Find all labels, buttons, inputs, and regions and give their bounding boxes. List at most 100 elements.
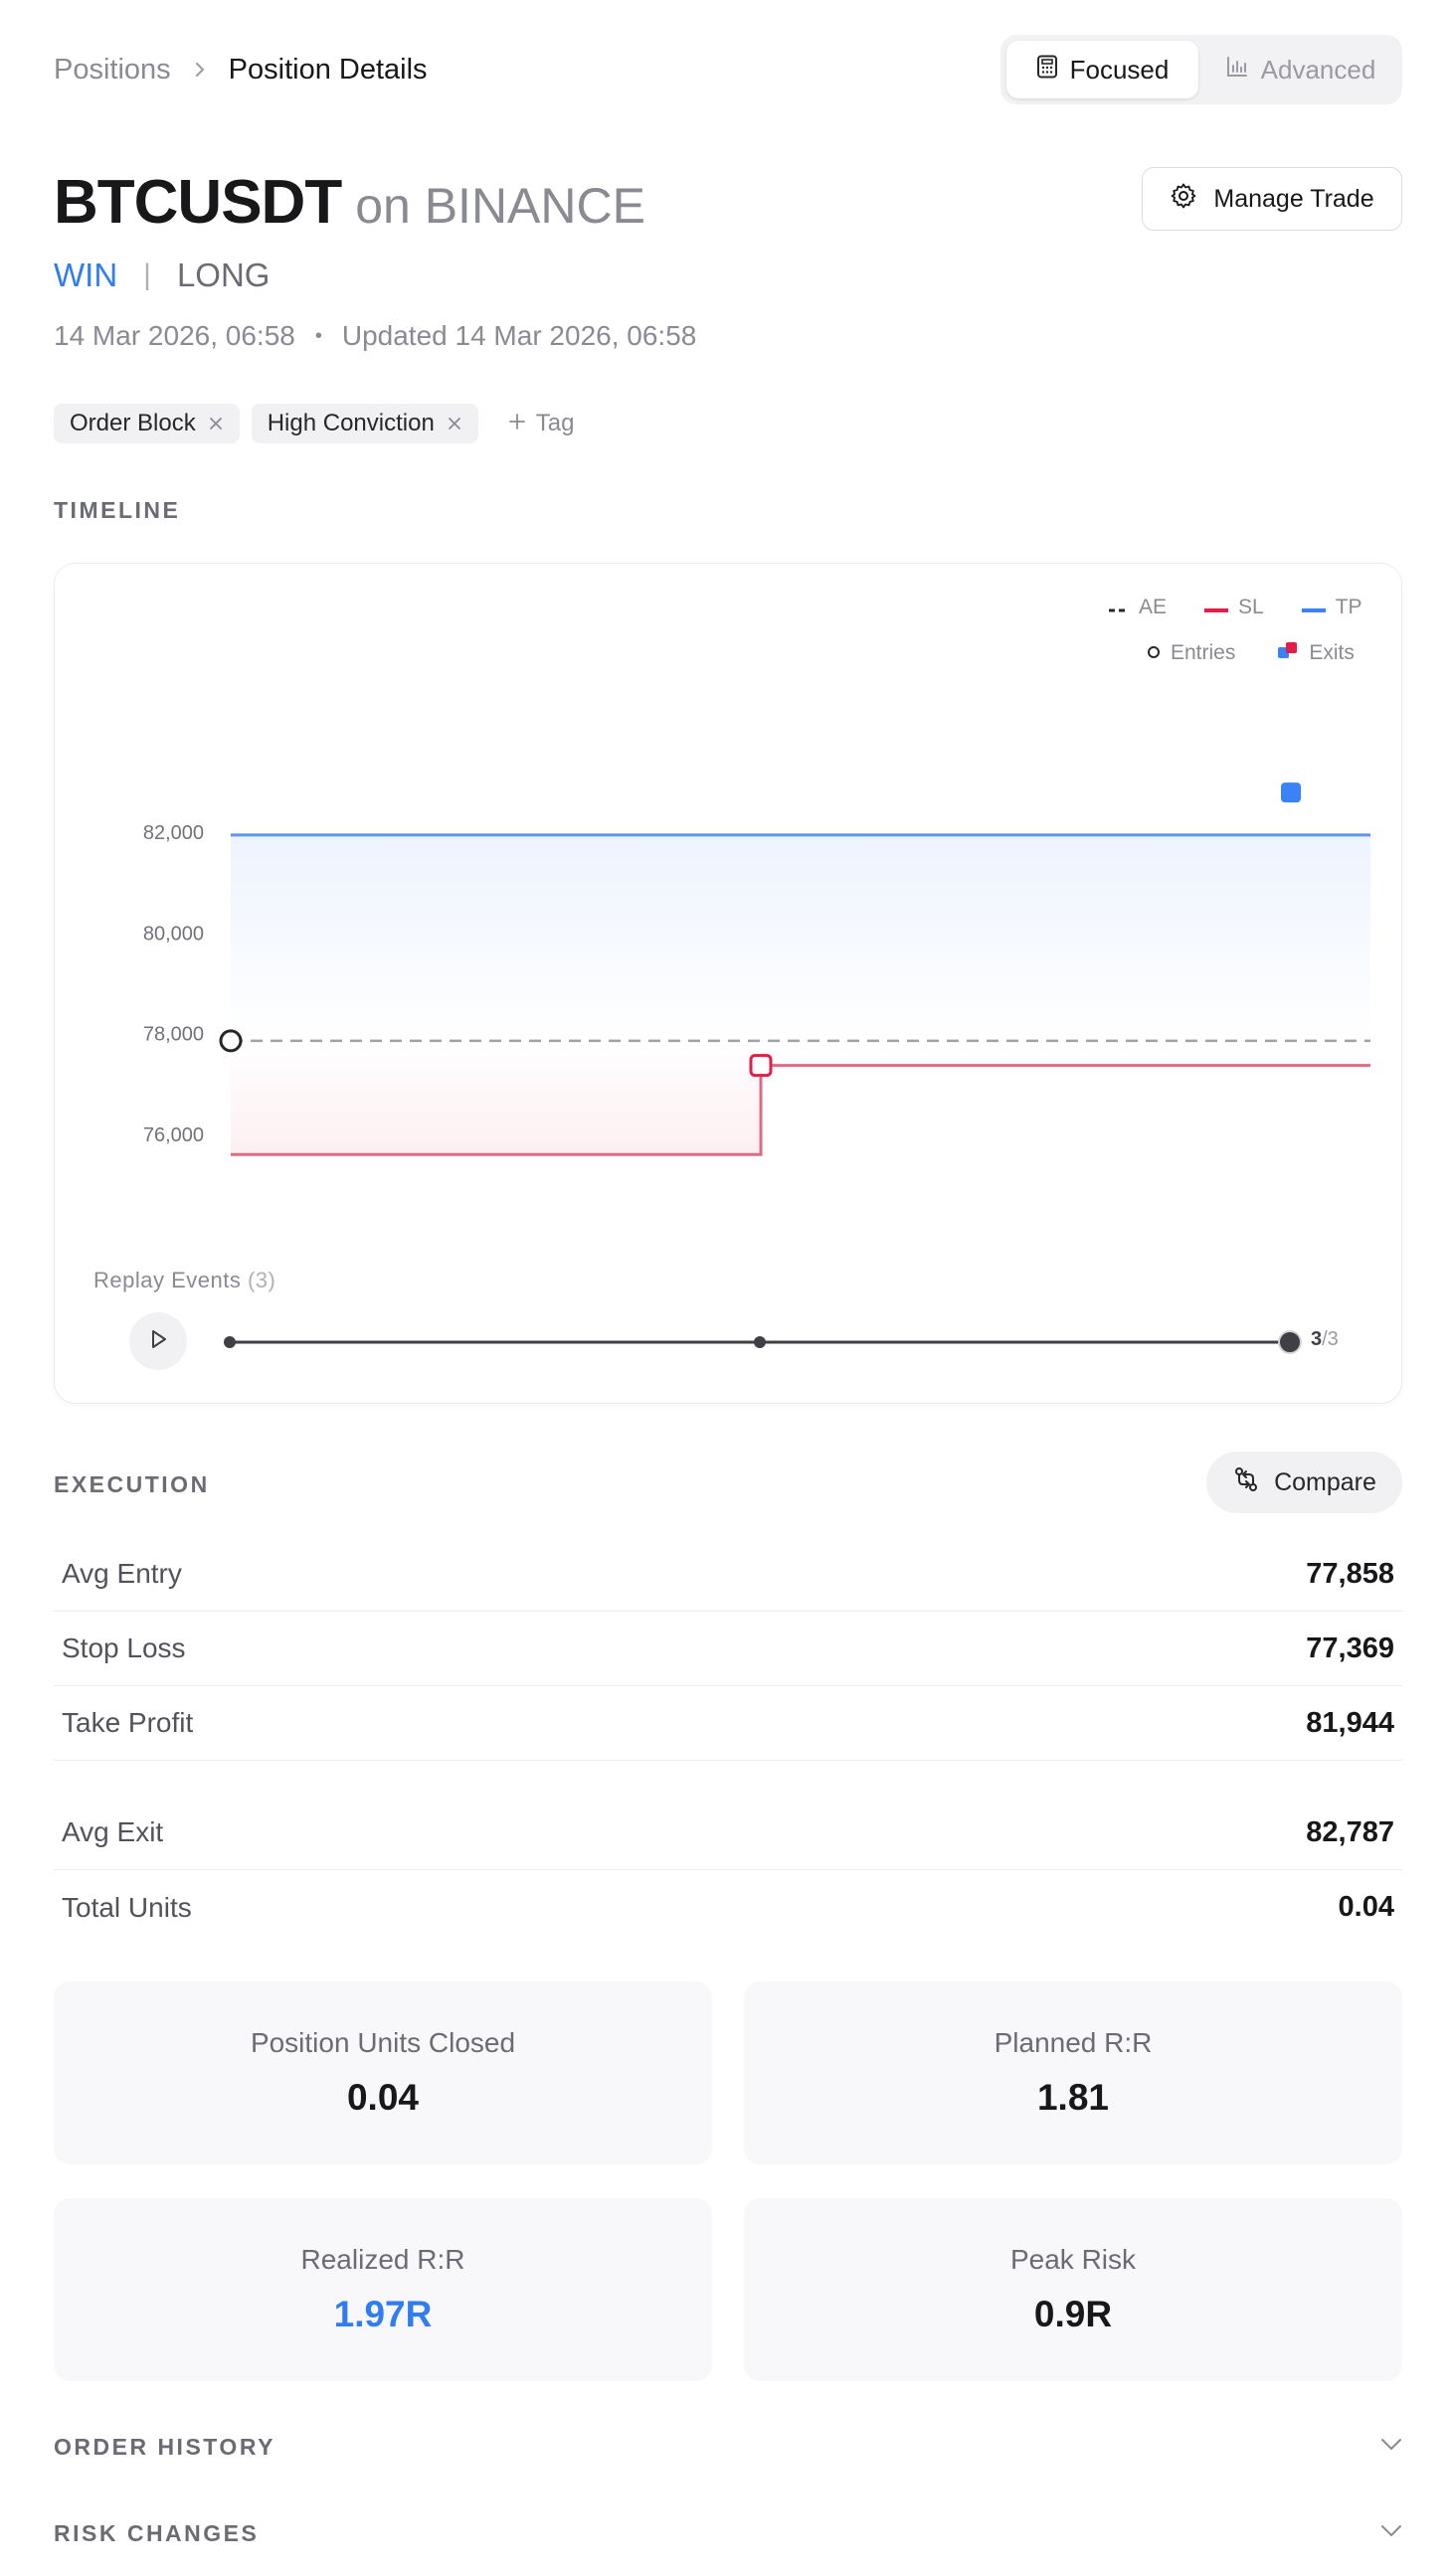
close-icon[interactable] [208, 416, 224, 431]
execution-heading: EXECUTION [54, 1471, 210, 1497]
replay-slider[interactable] [209, 1322, 1362, 1362]
row-label: Avg Entry [62, 1558, 182, 1589]
tag-label: High Conviction [267, 410, 435, 436]
close-icon[interactable] [447, 416, 462, 431]
replay-event-dot [754, 1336, 766, 1348]
replay-count: (3) [247, 1268, 276, 1292]
chart-icon [1225, 55, 1249, 86]
breadcrumb-positions-link[interactable]: Positions [54, 53, 171, 86]
row-value: 82,787 [1306, 1815, 1394, 1848]
tag-list: Order Block High Conviction Tag [54, 404, 575, 443]
legend-sl-label: SL [1238, 596, 1264, 618]
view-mode-toggle: Focused Advanced [1000, 35, 1402, 104]
y-tick-label: 80,000 [143, 923, 204, 945]
chevron-down-icon [1380, 2524, 1402, 2543]
sl-zone-fill [231, 1040, 1370, 1155]
replay-current: 3 [1311, 1328, 1323, 1350]
chevron-down-icon [1380, 2438, 1402, 2457]
stat-value: 0.04 [346, 2077, 419, 2118]
row-label: Take Profit [62, 1707, 194, 1738]
replay-thumb [1278, 1330, 1302, 1354]
play-button[interactable] [129, 1312, 187, 1370]
timeline-chart: 82,000 80,000 78,000 76,000 [143, 782, 1370, 1156]
stat-value: 0.9R [1033, 2294, 1113, 2334]
execution-row: Stop Loss 77,369 [54, 1612, 1402, 1686]
manage-trade-label: Manage Trade [1213, 184, 1374, 213]
risk-changes-heading: RISK CHANGES [54, 2520, 260, 2546]
exit-marker [1281, 782, 1301, 803]
stat-card-peak-risk: Peak Risk 0.9R [744, 2198, 1402, 2381]
row-label: Avg Exit [62, 1816, 164, 1847]
y-tick-label: 82,000 [143, 822, 204, 844]
focused-mode-label: Focused [1069, 54, 1170, 85]
legend-entries-swatch [1147, 641, 1161, 665]
breadcrumb: Positions Position Details [54, 50, 428, 89]
execution-row: Avg Exit 82,787 [54, 1796, 1402, 1870]
legend-tp-swatch [1301, 596, 1326, 619]
risk-changes-toggle[interactable]: RISK CHANGES [54, 2520, 1402, 2547]
entry-marker [219, 1029, 243, 1053]
dot-separator: • [314, 324, 322, 347]
replay-title: Replay Events [93, 1268, 242, 1292]
row-label: Stop Loss [62, 1632, 186, 1663]
y-tick-label: 78,000 [143, 1024, 204, 1046]
breadcrumb-current: Position Details [228, 53, 428, 86]
plus-icon [508, 410, 526, 437]
row-value: 81,944 [1306, 1706, 1394, 1739]
focused-mode-button[interactable]: Focused [1006, 41, 1198, 98]
add-tag-button[interactable]: Tag [508, 410, 575, 437]
row-label: Total Units [62, 1891, 192, 1923]
stat-value: 1.97R [333, 2294, 433, 2334]
trade-status: WIN | LONG [54, 257, 270, 294]
chart-legend: AE SL TP [1109, 596, 1362, 619]
trade-dates: 14 Mar 2026, 06:58 • Updated 14 Mar 2026… [54, 320, 696, 352]
y-tick-label: 76,000 [143, 1124, 204, 1146]
stat-card-planned-rr: Planned R:R 1.81 [744, 1981, 1402, 2164]
gear-icon [1170, 182, 1197, 217]
stat-label: Position Units Closed [250, 2027, 516, 2058]
position-title: BTCUSDT on BINANCE [54, 167, 645, 238]
row-value: 77,369 [1306, 1631, 1394, 1664]
chart-legend-markers: Entries Exits [1147, 641, 1355, 665]
replay-position: 3/3 [1311, 1328, 1339, 1351]
tag-label: Order Block [70, 410, 196, 436]
sl-line [231, 1064, 1370, 1156]
stat-label: Planned R:R [994, 2027, 1153, 2058]
replay-events-label: Replay Events (3) [93, 1268, 275, 1293]
stat-card-realized-rr: Realized R:R 1.97R [54, 2198, 712, 2381]
execution-table-exit: Avg Exit 82,787 Total Units 0.04 [54, 1796, 1402, 1945]
tp-zone-fill [231, 834, 1370, 1041]
outcome-badge: WIN [54, 257, 118, 293]
compare-icon [1232, 1465, 1260, 1500]
advanced-mode-button[interactable]: Advanced [1204, 41, 1396, 98]
stat-label: Realized R:R [300, 2244, 465, 2275]
execution-row: Take Profit 81,944 [54, 1686, 1402, 1761]
legend-sl-swatch [1204, 596, 1229, 619]
order-history-heading: ORDER HISTORY [54, 2434, 275, 2460]
legend-entries-label: Entries [1171, 641, 1236, 664]
legend-ae-swatch [1109, 596, 1129, 619]
exchange: on BINANCE [355, 178, 645, 234]
tag-chip[interactable]: Order Block [54, 404, 240, 443]
row-value: 0.04 [1338, 1891, 1394, 1923]
opened-date: 14 Mar 2026, 06:58 [54, 320, 295, 351]
status-separator: | [143, 258, 151, 291]
replay-event-dot [224, 1336, 236, 1348]
legend-exits-swatch [1277, 641, 1299, 665]
order-history-toggle[interactable]: ORDER HISTORY [54, 2434, 1402, 2461]
execution-row: Total Units 0.04 [54, 1870, 1402, 1945]
legend-ae-label: AE [1139, 596, 1168, 618]
timeline-heading: TIMELINE [54, 497, 181, 523]
manage-trade-button[interactable]: Manage Trade [1142, 167, 1402, 231]
legend-exits-label: Exits [1309, 641, 1355, 664]
compare-button[interactable]: Compare [1206, 1452, 1402, 1513]
stat-value: 1.81 [1036, 2077, 1109, 2118]
timeline-card: 82,000 80,000 78,000 76,000 AE SL TP Entrie… [54, 563, 1402, 1404]
side-label: LONG [176, 257, 271, 293]
legend-tp-label: TP [1335, 596, 1362, 618]
play-icon [147, 1327, 169, 1356]
sl-change-marker [749, 1054, 773, 1078]
stat-card-units-closed: Position Units Closed 0.04 [54, 1981, 712, 2164]
tag-chip[interactable]: High Conviction [251, 404, 478, 443]
updated-date: Updated 14 Mar 2026, 06:58 [341, 320, 697, 351]
